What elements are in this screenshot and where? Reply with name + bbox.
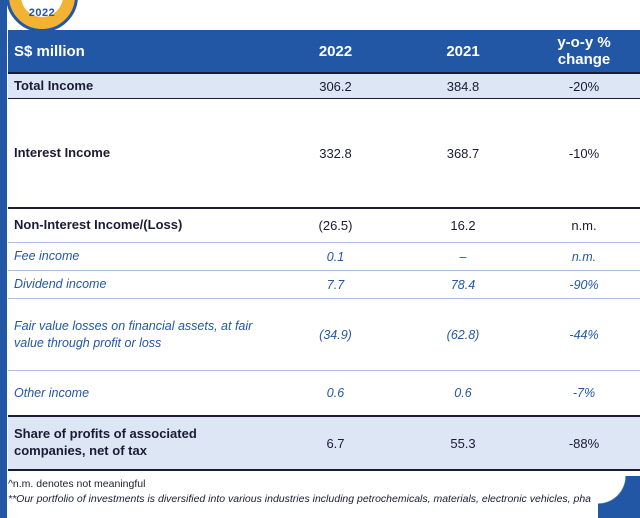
table-row-dividend-income: Dividend income 7.7 78.4 -90% <box>8 271 640 299</box>
footnote-portfolio: **Our portfolio of investments is divers… <box>8 493 592 505</box>
cell-2022: (26.5) <box>318 218 353 233</box>
cell-2022: 0.1 <box>326 249 345 264</box>
cell-2021: 368.7 <box>446 145 480 161</box>
table-header-row: S$ million 2022 2021 y-o-y % change <box>8 30 640 72</box>
cell-2021: 0.6 <box>454 386 472 400</box>
footnote-nm: ^n.m. denotes not meaningful <box>8 478 146 490</box>
row-label: Interest Income <box>14 144 111 160</box>
header-yoy-line1: y-o-y % <box>557 33 611 51</box>
row-label: Other income <box>14 385 90 400</box>
cell-2022: 7.7 <box>326 277 345 292</box>
table-row-other-income: Other income 0.6 0.6 -7% <box>8 371 640 415</box>
row-label: Dividend income <box>14 277 107 292</box>
left-accent-bar <box>0 0 7 518</box>
cell-yoy: n.m. <box>571 218 597 233</box>
row-label: Share of profits of associated companies… <box>14 426 197 458</box>
row-label: Total Income <box>14 77 94 93</box>
cell-2022: 332.8 <box>319 145 352 161</box>
header-unit-label: S$ million <box>14 42 85 60</box>
table-row-non-interest-income: Non-Interest Income/(Loss) (26.5) 16.2 n… <box>8 207 640 243</box>
table-row-fair-value-losses: Fair value losses on financial assets, a… <box>8 299 640 371</box>
cell-2021: – <box>459 249 467 264</box>
year-badge-label: 2022 <box>28 7 56 19</box>
row-label: Fee income <box>14 249 80 264</box>
cell-yoy: -88% <box>568 435 600 451</box>
cell-2022: 306.2 <box>319 78 352 94</box>
table-row-total-income: Total Income 306.2 384.8 -20% <box>8 72 640 99</box>
header-col-2021: 2021 <box>446 42 480 60</box>
table-row-share-of-profits: Share of profits of associated companies… <box>8 415 640 471</box>
row-label: Non-Interest Income/(Loss) <box>14 217 183 233</box>
cell-2021: 384.8 <box>446 78 480 94</box>
cell-2022: 6.7 <box>326 435 345 451</box>
header-yoy-line2: change <box>557 51 611 68</box>
footnotes: ^n.m. denotes not meaningful **Our portf… <box>8 477 640 507</box>
table-row-fee-income: Fee income 0.1 – n.m. <box>8 243 640 271</box>
cell-2021: 78.4 <box>450 277 476 292</box>
cell-yoy: -7% <box>572 386 596 400</box>
income-table: S$ million 2022 2021 y-o-y % change Tota… <box>8 30 640 507</box>
cell-2021: 16.2 <box>450 218 476 233</box>
row-label: Fair value losses on financial assets, a… <box>14 319 253 350</box>
cell-yoy: -20% <box>568 78 600 94</box>
header-col-yoy: y-o-y % change <box>528 34 640 69</box>
table-row-interest-income: Interest Income 332.8 368.7 -10% <box>8 99 640 207</box>
cell-2022: 0.6 <box>326 386 345 400</box>
cell-2021: (62.8) <box>446 327 480 342</box>
cell-2022: (34.9) <box>319 327 352 342</box>
cell-yoy: -90% <box>569 277 599 292</box>
header-col-2022: 2022 <box>318 42 353 60</box>
cell-yoy: -44% <box>569 327 599 342</box>
year-badge: 2022 <box>6 0 78 32</box>
cell-2021: 55.3 <box>450 435 476 451</box>
cell-yoy: -10% <box>568 145 600 161</box>
cell-yoy: n.m. <box>571 249 597 264</box>
bottom-right-corner-accent <box>598 476 640 518</box>
